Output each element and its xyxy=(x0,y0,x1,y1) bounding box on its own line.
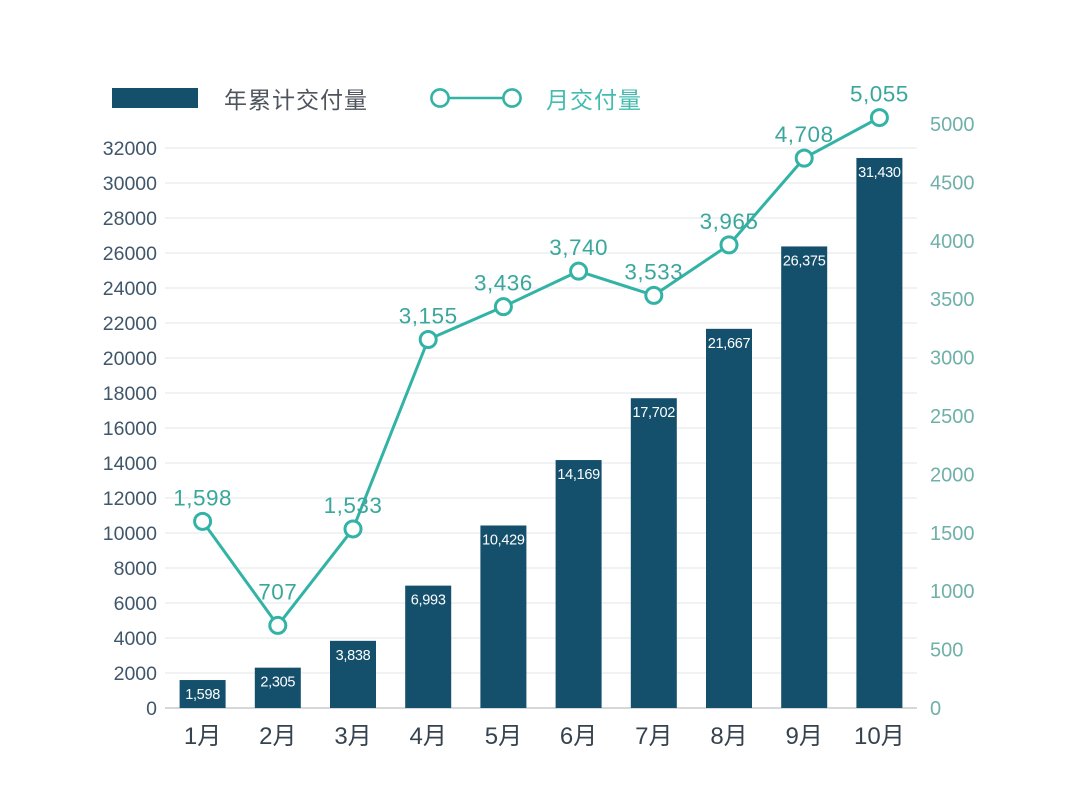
right-axis-tick: 1500 xyxy=(930,523,975,545)
line-value-label: 3,155 xyxy=(399,303,458,328)
line-point xyxy=(644,285,664,305)
line-value-label: 707 xyxy=(258,579,297,604)
line-value-label: 5,055 xyxy=(850,82,909,107)
bar-value-label: 21,667 xyxy=(708,336,751,352)
line-series-swatch-icon xyxy=(430,88,522,108)
line-value-label: 3,436 xyxy=(474,271,533,296)
line-value-label: 3,965 xyxy=(700,209,759,234)
x-axis-label: 5月 xyxy=(485,723,522,750)
line-value-label: 4,708 xyxy=(775,122,834,147)
line-series-path xyxy=(201,116,881,627)
bar-value-label: 14,169 xyxy=(557,467,600,483)
left-axis-tick: 4000 xyxy=(114,628,158,650)
x-axis-label: 9月 xyxy=(786,723,823,750)
line-point xyxy=(569,261,589,281)
bar xyxy=(179,680,226,708)
line-point xyxy=(343,519,363,539)
bar-value-label: 17,702 xyxy=(633,405,676,421)
left-axis-tick: 22000 xyxy=(103,313,157,335)
line-value-label: 3,533 xyxy=(624,259,683,284)
bar xyxy=(254,667,301,708)
bar xyxy=(555,460,602,708)
right-axis-tick: 500 xyxy=(930,640,963,662)
bar xyxy=(630,398,677,708)
x-axis-label: 3月 xyxy=(334,723,371,750)
right-axis-tick: 4000 xyxy=(930,231,975,253)
x-axis-label: 4月 xyxy=(410,723,447,750)
bar xyxy=(480,525,527,708)
bar-value-label: 6,993 xyxy=(411,593,446,609)
right-axis-tick: 1000 xyxy=(930,581,975,603)
right-axis-tick: 2000 xyxy=(930,464,975,486)
left-axis-tick: 24000 xyxy=(103,278,157,300)
left-axis-tick: 0 xyxy=(146,698,157,720)
right-axis-tick: 0 xyxy=(930,698,941,720)
bar xyxy=(405,585,452,708)
left-axis-tick: 8000 xyxy=(114,558,158,580)
line-point xyxy=(869,108,889,128)
legend-item-cumulative-deliveries[interactable]: 年累计交付量 xyxy=(112,84,368,113)
left-axis-tick: 18000 xyxy=(103,383,157,405)
line-value-label: 3,740 xyxy=(549,235,608,260)
line-point xyxy=(193,511,213,531)
left-axis-tick: 26000 xyxy=(103,243,157,265)
legend-item-monthly-deliveries[interactable]: 月交付量 xyxy=(428,84,642,113)
right-axis-tick: 5000 xyxy=(930,114,975,136)
bar xyxy=(706,328,752,708)
x-axis-label: 10月 xyxy=(854,723,905,750)
bar-value-label: 10,429 xyxy=(482,532,525,548)
left-axis-tick: 2000 xyxy=(114,663,158,685)
bar-value-label: 31,430 xyxy=(858,165,901,181)
legend-label-cumulative: 年累计交付量 xyxy=(224,87,368,113)
line-point xyxy=(418,329,438,349)
line-value-label: 1,598 xyxy=(173,485,232,510)
line-point xyxy=(794,148,814,168)
line-value-label: 1,533 xyxy=(324,493,383,518)
left-axis-tick: 16000 xyxy=(103,418,157,440)
x-axis-label: 1月 xyxy=(184,723,221,750)
x-axis-label: 6月 xyxy=(560,723,597,750)
bar-value-label: 3,838 xyxy=(336,648,371,664)
line-point xyxy=(493,297,513,317)
bar xyxy=(856,157,903,709)
left-axis-tick: 6000 xyxy=(114,593,158,615)
line-point xyxy=(268,615,288,635)
bar-value-label: 2,305 xyxy=(260,675,295,691)
bar xyxy=(330,640,376,708)
x-axis-label: 7月 xyxy=(635,723,672,750)
left-axis-tick: 20000 xyxy=(103,348,157,370)
left-axis-tick: 32000 xyxy=(103,138,157,160)
left-axis-tick: 14000 xyxy=(103,453,157,475)
right-axis-tick: 2500 xyxy=(930,406,975,428)
left-axis-tick: 12000 xyxy=(103,488,157,510)
x-axis-label: 8月 xyxy=(710,723,747,750)
line-point xyxy=(719,235,739,255)
bar-series-swatch xyxy=(112,88,198,108)
chart-legend: 年累计交付量 月交付量 xyxy=(0,84,1080,114)
bar-value-label: 1,598 xyxy=(185,687,220,703)
left-axis-tick: 10000 xyxy=(103,523,157,545)
bar-value-label: 26,375 xyxy=(783,253,826,269)
right-axis-tick: 3500 xyxy=(930,289,975,311)
left-axis-tick: 30000 xyxy=(103,173,157,195)
legend-label-monthly: 月交付量 xyxy=(546,87,642,113)
right-axis-tick: 3000 xyxy=(930,348,975,370)
left-axis-tick: 28000 xyxy=(103,208,157,230)
right-axis-tick: 4500 xyxy=(930,172,975,194)
bar xyxy=(781,246,828,708)
x-axis-label: 2月 xyxy=(259,723,296,750)
